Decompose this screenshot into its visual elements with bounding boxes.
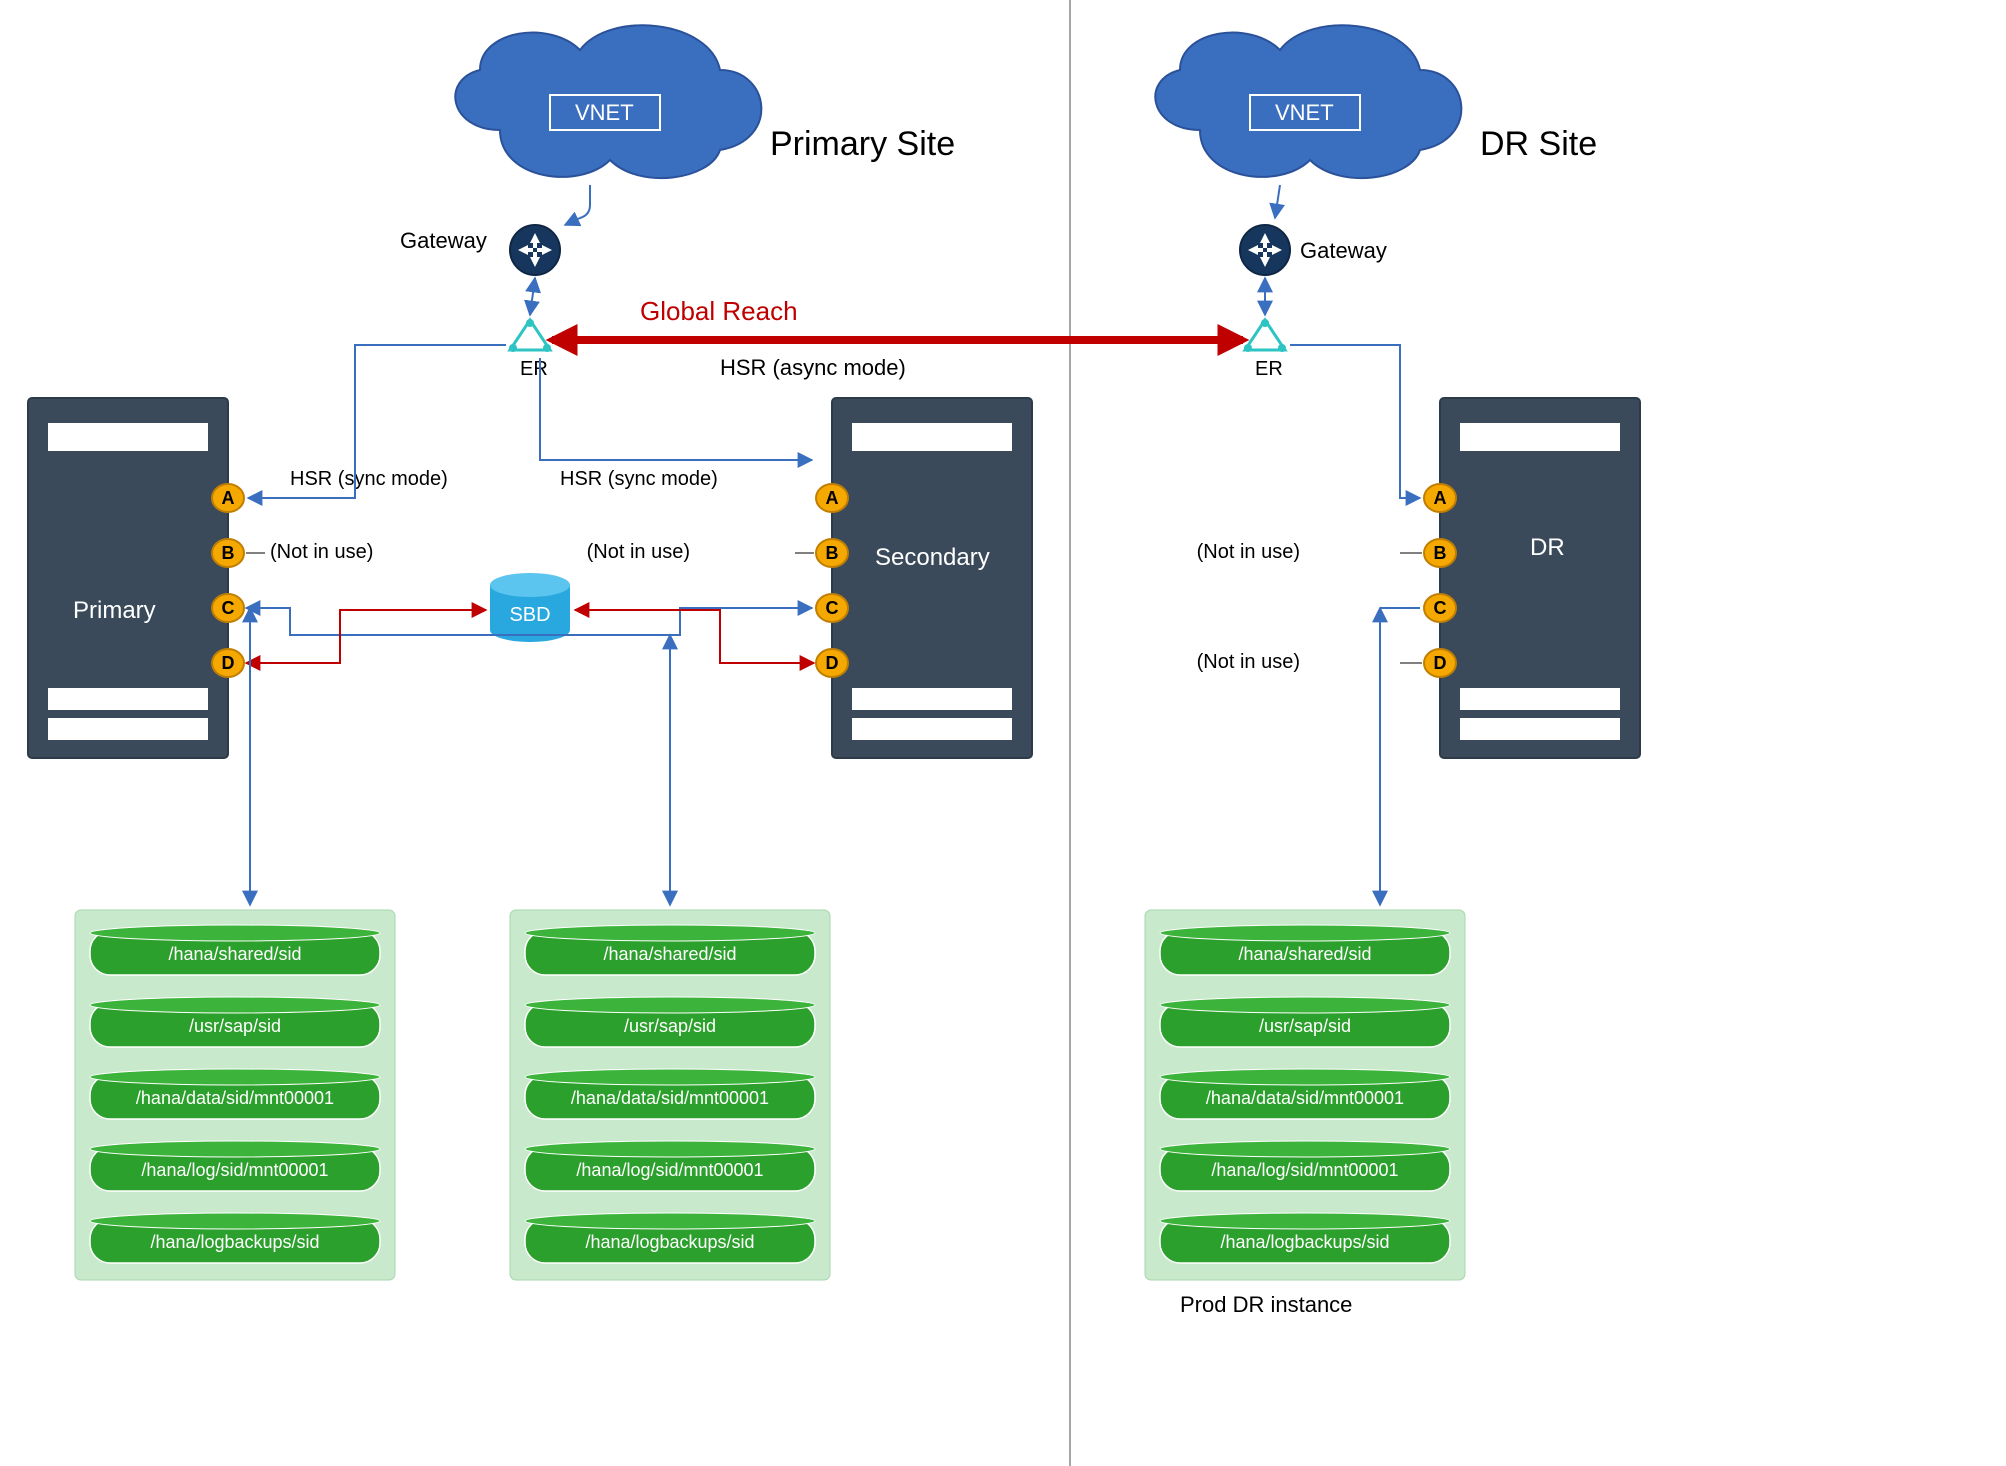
dr-server <box>1440 398 1640 758</box>
svg-text:C: C <box>826 598 839 618</box>
primary-site-title: Primary Site <box>770 125 955 163</box>
dr-disk-0: /hana/shared/sid <box>1160 925 1450 975</box>
dr-er-icon <box>1244 319 1286 352</box>
svg-text:D: D <box>222 653 235 673</box>
dr-disk-4: /hana/logbackups/sid <box>1160 1213 1450 1263</box>
disk-label: /hana/log/sid/mnt00001 <box>1211 1160 1398 1180</box>
dr-port-d: D <box>1424 649 1456 677</box>
svg-text:C: C <box>1434 598 1447 618</box>
dr-port-c: C <box>1424 594 1456 622</box>
secondary-notinuse-label: (Not in use) <box>587 541 690 563</box>
svg-text:SBD: SBD <box>509 604 550 626</box>
wire-dr-cloud-gw <box>1275 185 1280 218</box>
primary-port-d: D <box>212 649 244 677</box>
dr-disk-3: /hana/log/sid/mnt00001 <box>1160 1141 1450 1191</box>
primary-port-b: B <box>212 539 244 567</box>
svg-text:B: B <box>222 543 235 563</box>
primary-disk-0: /hana/shared/sid <box>90 925 380 975</box>
secondary-disk-2: /hana/data/sid/mnt00001 <box>525 1069 815 1119</box>
primary-port-c: C <box>212 594 244 622</box>
svg-text:D: D <box>1434 653 1447 673</box>
secondary-port-d: D <box>816 649 848 677</box>
dr-disk-1: /usr/sap/sid <box>1160 997 1450 1047</box>
svg-text:A: A <box>826 488 839 508</box>
primary-notinuse-label: (Not in use) <box>270 541 373 563</box>
global-reach-label: Global Reach <box>640 296 798 326</box>
primary-gateway-icon <box>510 225 560 275</box>
disk-label: /usr/sap/sid <box>624 1016 716 1036</box>
wire-primary-gw-er <box>530 278 535 315</box>
dr-vnet-label: VNET <box>1275 100 1334 125</box>
wire-er-dr-a <box>1290 345 1420 498</box>
disk-label: /hana/data/sid/mnt00001 <box>1206 1088 1404 1108</box>
primary-cloud: VNET <box>455 25 761 178</box>
disk-label: /hana/log/sid/mnt00001 <box>576 1160 763 1180</box>
secondary-disk-1: /usr/sap/sid <box>525 997 815 1047</box>
disk-label: /hana/log/sid/mnt00001 <box>141 1160 328 1180</box>
secondary-port-a: A <box>816 484 848 512</box>
dr-notinuse-b-label: (Not in use) <box>1197 541 1300 563</box>
disk-label: /hana/logbackups/sid <box>585 1232 754 1252</box>
sbd-cylinder: SBD <box>490 573 570 642</box>
hsr-async-label: HSR (async mode) <box>720 355 906 380</box>
dr-gateway-icon <box>1240 225 1290 275</box>
primary-server-label: Primary <box>73 597 156 624</box>
secondary-disk-4: /hana/logbackups/sid <box>525 1213 815 1263</box>
svg-text:D: D <box>826 653 839 673</box>
disk-label: /hana/logbackups/sid <box>1220 1232 1389 1252</box>
disk-label: /hana/shared/sid <box>1238 944 1371 964</box>
dr-port-b: B <box>1424 539 1456 567</box>
svg-text:A: A <box>1434 488 1447 508</box>
primary-server: Primary <box>28 398 228 758</box>
disk-label: /usr/sap/sid <box>189 1016 281 1036</box>
secondary-port-b: B <box>816 539 848 567</box>
svg-text:B: B <box>1434 543 1447 563</box>
disk-label: /hana/data/sid/mnt00001 <box>136 1088 334 1108</box>
dr-cloud: VNET <box>1155 25 1461 178</box>
primary-gateway-label: Gateway <box>400 228 487 253</box>
secondary-disk-0: /hana/shared/sid <box>525 925 815 975</box>
secondary-server-label: Secondary <box>875 544 990 571</box>
primary-er-icon <box>509 319 551 352</box>
disk-label: /usr/sap/sid <box>1259 1016 1351 1036</box>
secondary-port-c: C <box>816 594 848 622</box>
disk-label: /hana/shared/sid <box>603 944 736 964</box>
dr-er-label: ER <box>1255 358 1283 380</box>
disk-label: /hana/data/sid/mnt00001 <box>571 1088 769 1108</box>
wire-secondary-d-sbd <box>575 610 814 663</box>
primary-disk-4: /hana/logbackups/sid <box>90 1213 380 1263</box>
secondary-hsr-label: HSR (sync mode) <box>560 468 718 490</box>
svg-text:C: C <box>222 598 235 618</box>
secondary-disk-3: /hana/log/sid/mnt00001 <box>525 1141 815 1191</box>
wire-primary-d-sbd <box>246 610 486 663</box>
dr-server-label: DR <box>1530 534 1565 561</box>
primary-disk-1: /usr/sap/sid <box>90 997 380 1047</box>
primary-hsr-label: HSR (sync mode) <box>290 468 448 490</box>
dr-gateway-label: Gateway <box>1300 238 1387 263</box>
primary-disk-3: /hana/log/sid/mnt00001 <box>90 1141 380 1191</box>
dr-site-title: DR Site <box>1480 125 1597 163</box>
disk-label: /hana/shared/sid <box>168 944 301 964</box>
dr-disk-2: /hana/data/sid/mnt00001 <box>1160 1069 1450 1119</box>
dr-notinuse-d-label: (Not in use) <box>1197 651 1300 673</box>
disk-label: /hana/logbackups/sid <box>150 1232 319 1252</box>
primary-er-label: ER <box>520 358 548 380</box>
primary-disk-2: /hana/data/sid/mnt00001 <box>90 1069 380 1119</box>
primary-port-a: A <box>212 484 244 512</box>
primary-vnet-label: VNET <box>575 100 634 125</box>
dr-caption: Prod DR instance <box>1180 1292 1352 1317</box>
wire-primary-cloud-gw <box>565 185 590 225</box>
secondary-server <box>832 398 1032 758</box>
svg-text:A: A <box>222 488 235 508</box>
svg-text:B: B <box>826 543 839 563</box>
dr-port-a: A <box>1424 484 1456 512</box>
